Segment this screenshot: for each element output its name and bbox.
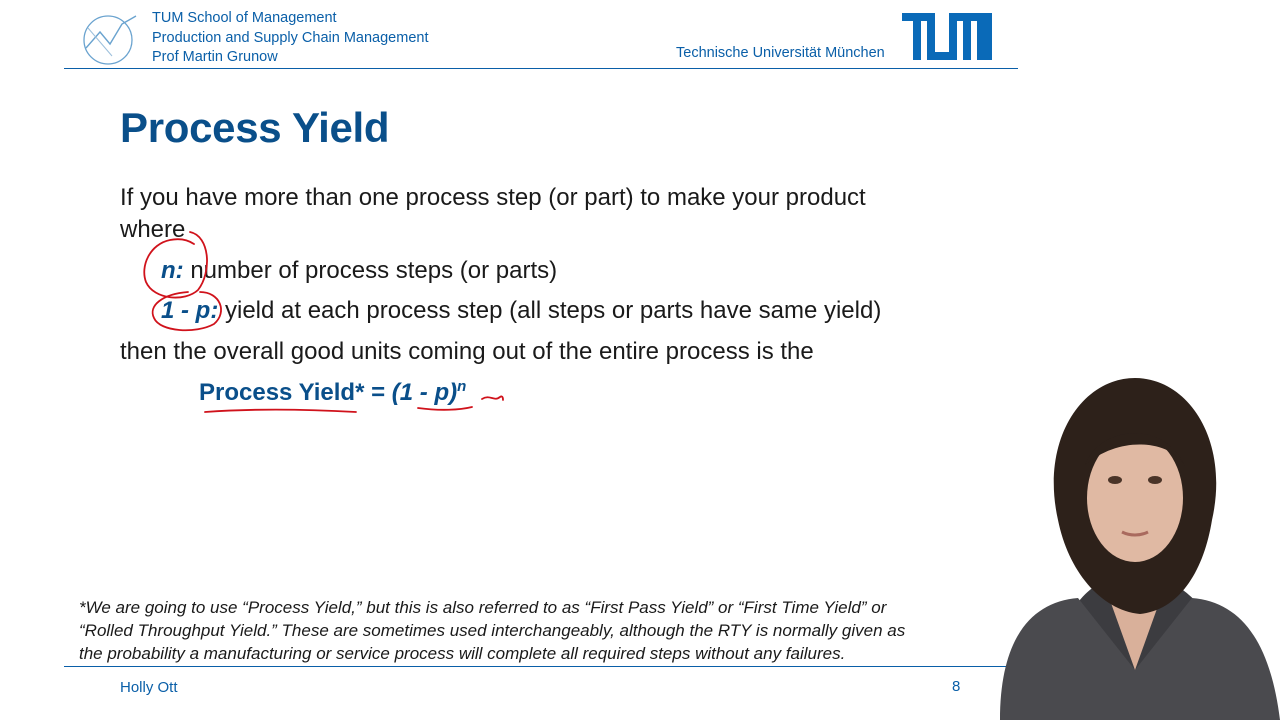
professor-name: Prof Martin Grunow (152, 49, 278, 65)
school-name: TUM School of Management (152, 10, 337, 26)
author-name: Holly Ott (120, 679, 178, 696)
page-number: 8 (952, 678, 961, 695)
footnote-line-2: “Rolled Throughput Yield.” These are som… (79, 621, 906, 640)
var-p-description: yield at each process step (all steps or… (218, 297, 882, 324)
formula-base: (1 - p) (391, 379, 458, 406)
definition-p: 1 - p: yield at each process step (all s… (161, 297, 881, 325)
presenter-video (1000, 378, 1280, 720)
header-rule (64, 68, 1018, 69)
underline-formula (417, 406, 473, 411)
tum-logo (902, 13, 992, 60)
footnote: *We are going to use “Process Yield,” bu… (79, 596, 999, 665)
slide-title: Process Yield (120, 104, 390, 151)
squiggle-exponent (481, 395, 504, 401)
intro-line-2: where (120, 216, 186, 243)
process-yield-formula: Process Yield* = (1 - p)n (199, 378, 466, 407)
intro-line-1: If you have more than one process step (… (120, 184, 866, 211)
underline-process-yield (204, 408, 357, 413)
definition-n: n: number of process steps (or parts) (161, 257, 557, 285)
header-block: TUM School of Management Production and … (152, 9, 428, 68)
formula-exponent: n (457, 378, 467, 395)
formula-lhs: Process Yield* = (199, 379, 392, 406)
var-n: n: (161, 257, 184, 284)
var-p: 1 - p: (161, 297, 219, 324)
chair-name: Production and Supply Chain Management (152, 29, 429, 46)
footnote-line-1: *We are going to use “Process Yield,” bu… (79, 598, 887, 617)
tum-school-logo (83, 15, 137, 65)
footer-rule (64, 666, 1018, 667)
var-n-description: number of process steps (or parts) (183, 257, 558, 284)
university-name: Technische Universität München (676, 45, 885, 61)
footnote-line-3: the probability a manufacturing or servi… (79, 644, 846, 663)
conclusion-line: then the overall good units coming out o… (120, 338, 814, 365)
